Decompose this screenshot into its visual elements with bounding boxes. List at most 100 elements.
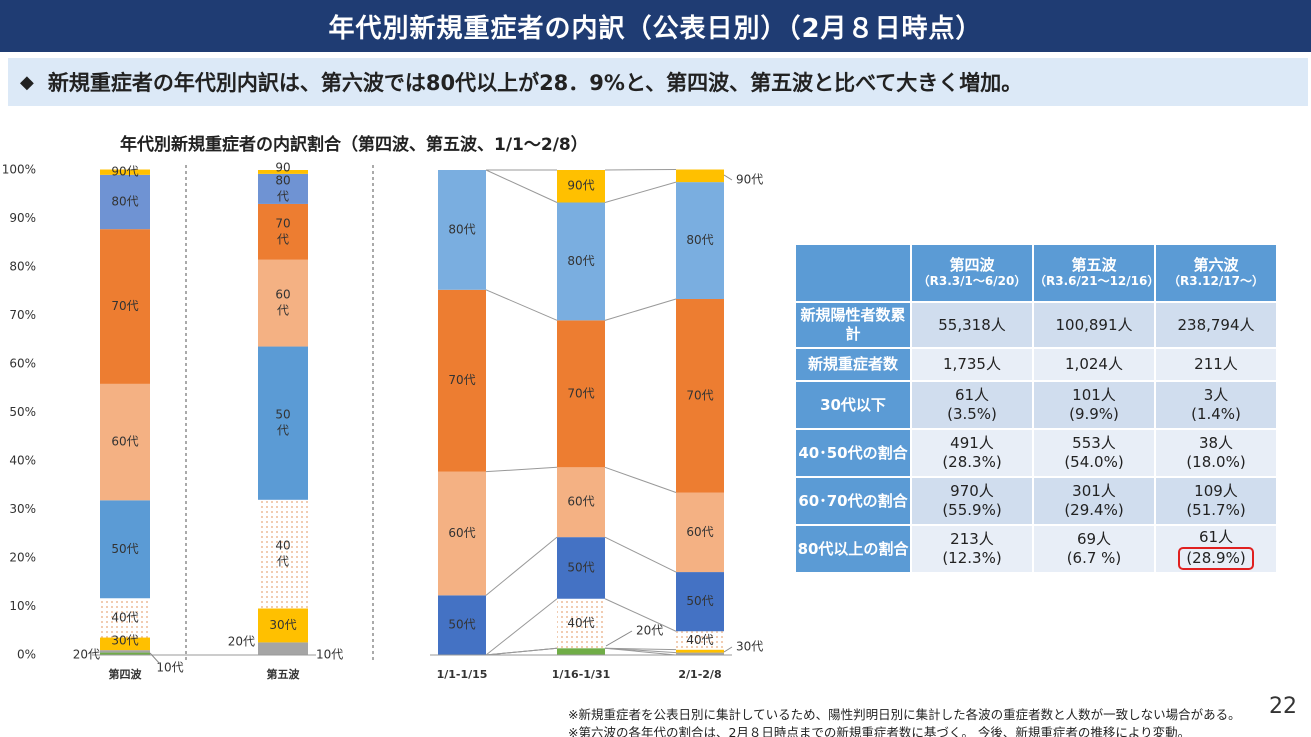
table-cell: 55,318人 (910, 301, 1034, 349)
callout-label: 90代 (736, 173, 763, 187)
callout-label: 10代 (156, 661, 183, 675)
bar-segment (438, 289, 486, 472)
bar-segment (258, 642, 308, 655)
series-connector-line (485, 289, 558, 321)
row-header: 80代以上の割合 (794, 524, 912, 574)
series-connector-line (604, 466, 677, 493)
age-breakdown-chart: 0%10%20%30%40%50%60%70%80%90%100%40代50代6… (2, 161, 764, 682)
x-tick-label: 1/16-1/31 (552, 668, 611, 681)
bar-data-label: 代 (277, 304, 289, 318)
bar-data-label: 40代 (111, 610, 138, 624)
table-cell: 301人 (29.4%) (1032, 476, 1156, 526)
bar-segment (557, 170, 605, 203)
series-connector-line (485, 536, 558, 596)
footnote-1: ※新規重症者を公表日別に集計しているため、陽性判明日別に集計した各波の重症者数と… (568, 707, 1241, 722)
bar-data-label: 50代 (448, 618, 475, 632)
table-corner (794, 243, 912, 303)
y-tick-label: 20% (9, 551, 36, 565)
callout-leader-line (723, 174, 733, 181)
bar-segment (100, 383, 150, 501)
footnote-2: ※第六波の各年代の割合は、2月８日時点までの新規重症者数に基づく。 今後、新規重… (568, 725, 1191, 737)
table-row: 30代以下 61人 (3.5%) 101人 (9.9%) 3人 (1.4%) (794, 380, 1278, 430)
bar-data-label: 60代 (567, 495, 594, 509)
table-cell: 100,891人 (1032, 301, 1156, 349)
chart-title: 年代別新規重症者の内訳割合（第四波、第五波、1/1～2/8） (120, 135, 588, 155)
row-header: 新規重症者数 (794, 347, 912, 382)
table-cell: 238,794人 (1154, 301, 1278, 349)
table-cell: 101人 (9.9%) (1032, 380, 1156, 430)
y-tick-label: 30% (9, 502, 36, 516)
bar-segment (100, 652, 150, 655)
bar-data-label: 70代 (111, 299, 138, 313)
bar-segment (676, 631, 724, 650)
callout-label: 30代 (111, 634, 138, 648)
table-cell: 61人 (28.9%) (1154, 524, 1278, 574)
series-connector-line (485, 466, 558, 473)
bar-data-label: 80 (275, 173, 290, 187)
bar-data-label: 60代 (448, 526, 475, 540)
bar-segment (438, 471, 486, 596)
bar-segment (438, 170, 486, 290)
table-cell: 1,024人 (1032, 347, 1156, 382)
y-tick-label: 80% (9, 260, 36, 274)
y-tick-label: 70% (9, 308, 36, 322)
series-connector-line (604, 598, 677, 632)
bar-data-label: 40代 (686, 633, 713, 647)
bar-segment (676, 182, 724, 300)
callout-leader-line (605, 630, 633, 647)
bar-data-label: 40 (275, 539, 290, 553)
row-header: 新規陽性者数累計 (794, 301, 912, 349)
table-cell: 3人 (1.4%) (1154, 380, 1278, 430)
bar-segment (100, 650, 150, 653)
y-tick-label: 50% (9, 405, 36, 419)
diamond-bullet-icon: ◆ (20, 71, 34, 93)
table-cell: 491人 (28.3%) (910, 428, 1034, 478)
series-connector-line (604, 647, 677, 651)
summary-banner: ◆ 新規重症者の年代別内訳は、第六波では80代以上が28．9%と、第四波、第五波… (8, 58, 1308, 106)
bar-segment (258, 499, 308, 609)
callout-leader-line (149, 652, 161, 665)
bar-data-label: 40代 (567, 616, 594, 630)
bar-data-label: 30代 (269, 618, 296, 632)
bar-data-label: 80代 (448, 222, 475, 236)
bar-segment (557, 598, 605, 649)
callout-label: 10代 (316, 648, 343, 662)
bar-data-label: 60代 (111, 435, 138, 449)
bar-segment (676, 169, 724, 183)
callout-label: 20代 (228, 635, 255, 649)
col-header-wave5: 第五波 （R3.6/21～12/16） (1032, 243, 1159, 303)
y-tick-label: 0% (17, 648, 36, 662)
page-number: 22 (1269, 694, 1297, 719)
x-tick-label: 第五波 (267, 667, 301, 681)
callout-label: 20代 (636, 624, 663, 638)
table-row: 40･50代の割合 491人 (28.3%) 553人 (54.0%) 38人 (18.0%… (794, 428, 1278, 478)
bar-segment (258, 203, 308, 260)
bar-data-label: 70代 (448, 373, 475, 387)
page-title: 年代別新規重症者の内訳（公表日別）（2月８日時点） (328, 13, 983, 44)
bar-segment (100, 500, 150, 599)
bar-segment (557, 537, 605, 599)
bar-segment (557, 467, 605, 538)
bar-data-label: 50代 (686, 594, 713, 608)
x-tick-label: 1/1-1/15 (437, 668, 488, 681)
table-cell: 69人 (6.7 %) (1032, 524, 1156, 574)
x-tick-label: 2/1-2/8 (678, 668, 721, 681)
y-tick-label: 100% (2, 163, 36, 177)
table-cell: 213人 (12.3%) (910, 524, 1034, 574)
table-cell: 553人 (54.0%) (1032, 428, 1156, 478)
bar-data-label: 60代 (686, 525, 713, 539)
table-cell: 61人 (3.5%) (910, 380, 1034, 430)
page-title-bar: 年代別新規重症者の内訳（公表日別）（2月８日時点） (0, 0, 1311, 52)
bar-data-label: 60 (275, 288, 290, 302)
bar-segment (258, 173, 308, 204)
bar-segment (676, 652, 724, 655)
table-row: 新規陽性者数累計 55,318人 100,891人 238,794人 (794, 301, 1278, 349)
bar-data-label: 代 (277, 424, 289, 438)
callout-label: 90代 (111, 165, 138, 179)
highlight-box: (28.9%) (1178, 547, 1254, 570)
series-connector-line (485, 647, 558, 656)
y-tick-label: 60% (9, 357, 36, 371)
y-tick-label: 40% (9, 454, 36, 468)
y-tick-label: 90% (9, 211, 36, 225)
row-header: 60･70代の割合 (794, 476, 912, 526)
